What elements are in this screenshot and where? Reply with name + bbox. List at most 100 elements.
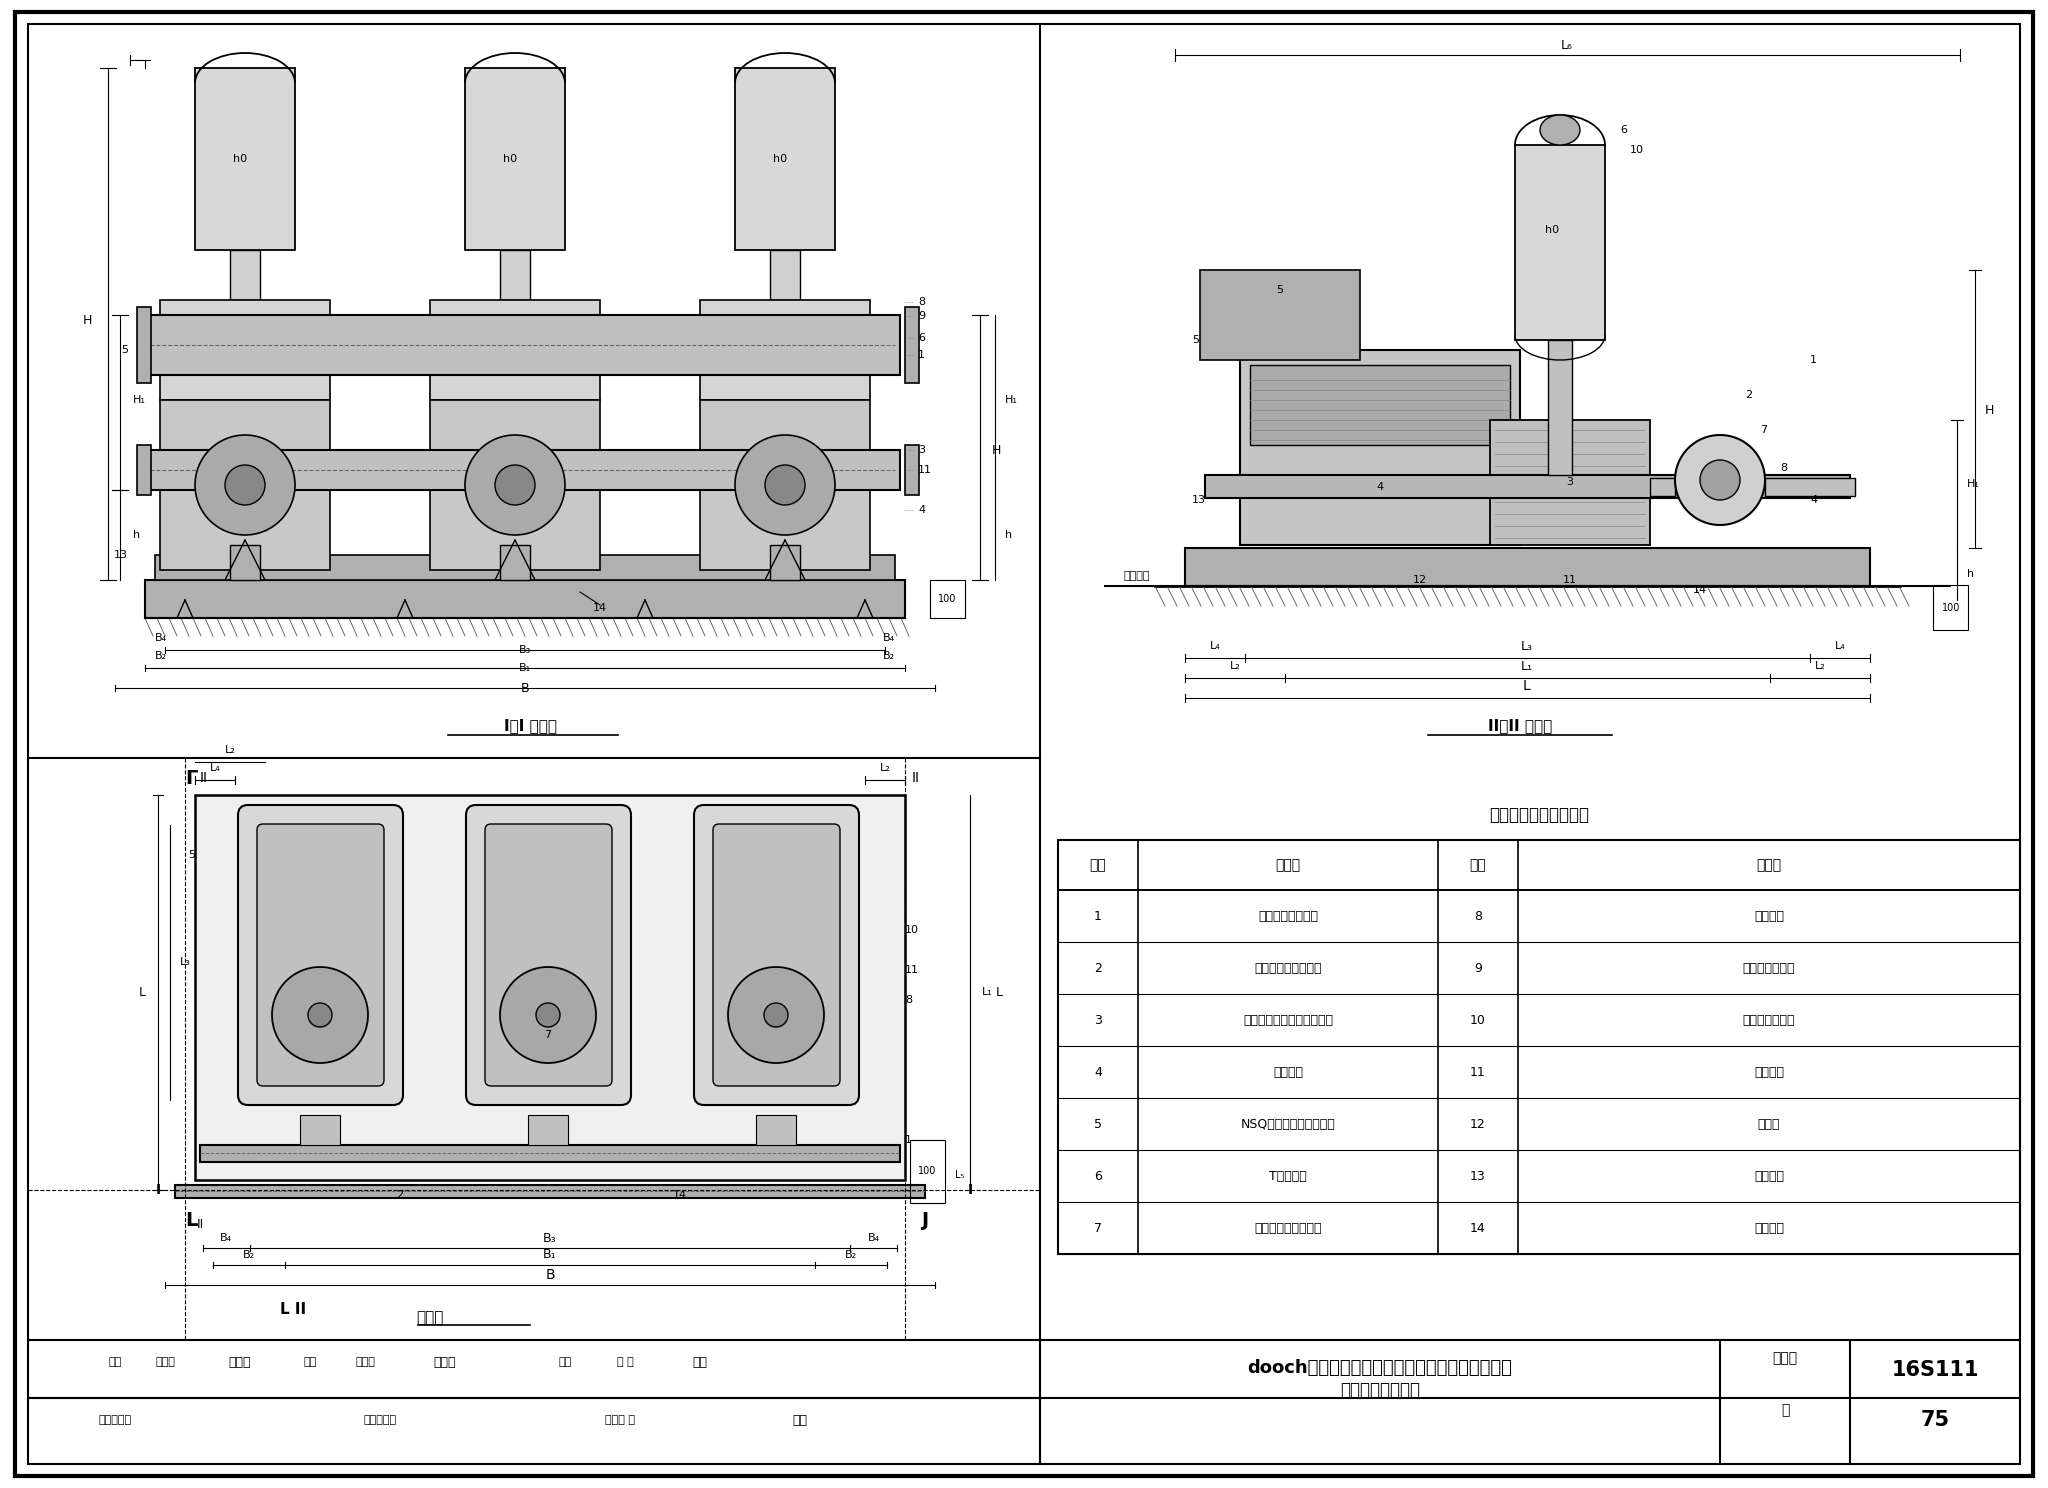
Bar (905, 445, 920, 496)
Bar (930, 580, 965, 618)
Text: B: B (545, 1268, 555, 1283)
Text: 4: 4 (1094, 1065, 1102, 1079)
Bar (160, 301, 330, 400)
Text: 膨胀螺栓: 膨胀螺栓 (1753, 1170, 1784, 1183)
Text: h: h (1006, 530, 1012, 540)
FancyBboxPatch shape (694, 805, 858, 1106)
Text: L: L (1524, 679, 1530, 693)
Bar (150, 315, 899, 375)
Bar (500, 545, 530, 580)
Text: 隔振垫: 隔振垫 (1757, 1117, 1780, 1131)
Ellipse shape (1540, 115, 1579, 144)
Text: 14: 14 (594, 603, 606, 613)
Ellipse shape (465, 434, 565, 536)
Bar (299, 1115, 340, 1144)
Bar (195, 68, 295, 250)
FancyBboxPatch shape (485, 824, 612, 1086)
Text: 4: 4 (1810, 496, 1817, 504)
Text: 审核罗定元: 审核罗定元 (98, 1415, 131, 1426)
Bar (145, 580, 905, 618)
Text: 泵房地面: 泵房地面 (1124, 571, 1151, 580)
Ellipse shape (727, 967, 823, 1062)
Ellipse shape (1675, 434, 1765, 525)
Text: L₂: L₂ (881, 763, 891, 772)
Bar (1548, 339, 1573, 475)
Text: h0: h0 (772, 153, 786, 164)
Text: 2: 2 (1094, 961, 1102, 975)
Text: I: I (156, 1183, 160, 1196)
Text: 11: 11 (1470, 1065, 1487, 1079)
Text: dooch系列微型全变频恒压供水设备外形及安装图: dooch系列微型全变频恒压供水设备外形及安装图 (1247, 1359, 1511, 1376)
Bar (770, 545, 801, 580)
FancyBboxPatch shape (713, 824, 840, 1086)
Text: 100: 100 (938, 594, 956, 604)
Text: 页: 页 (1782, 1403, 1790, 1417)
FancyBboxPatch shape (238, 805, 403, 1106)
Ellipse shape (225, 464, 264, 504)
Bar (500, 250, 530, 301)
Ellipse shape (496, 464, 535, 504)
Bar (700, 301, 870, 400)
Bar (201, 1144, 899, 1162)
FancyBboxPatch shape (256, 824, 385, 1086)
Bar (229, 250, 260, 301)
Text: 5: 5 (121, 345, 129, 356)
Text: 吴 敏: 吴 敏 (616, 1357, 633, 1367)
Bar (756, 1115, 797, 1144)
Text: L₁: L₁ (981, 987, 993, 997)
Bar (735, 68, 836, 250)
Text: B₄: B₄ (156, 632, 168, 643)
Text: H: H (991, 443, 1001, 457)
Bar (905, 307, 920, 382)
Text: 吸水管阀门（球阀）: 吸水管阀门（球阀） (1253, 961, 1321, 975)
Bar (1059, 841, 2019, 890)
Text: 11: 11 (905, 966, 920, 975)
Text: 校对: 校对 (303, 1357, 317, 1367)
Text: B: B (520, 682, 528, 695)
Text: L₄: L₄ (1835, 641, 1845, 652)
Text: 吴双林: 吴双林 (434, 1356, 457, 1369)
Text: 图集号: 图集号 (1772, 1351, 1798, 1364)
Text: 10: 10 (1470, 1013, 1487, 1027)
Ellipse shape (272, 967, 369, 1062)
Text: （两用一备泵组）: （两用一备泵组） (1339, 1381, 1419, 1399)
Bar (156, 555, 895, 580)
Text: 设备基础: 设备基础 (1753, 1222, 1784, 1235)
Text: 8: 8 (1475, 909, 1483, 923)
Text: II－II 剖视图: II－II 剖视图 (1489, 719, 1552, 734)
Ellipse shape (537, 1003, 559, 1027)
Text: 6: 6 (1094, 1170, 1102, 1183)
Ellipse shape (307, 1003, 332, 1027)
Bar (700, 400, 870, 570)
Text: Γ: Γ (184, 768, 197, 787)
Text: 校对吴海林: 校对吴海林 (362, 1415, 397, 1426)
Text: 罗定之: 罗定之 (229, 1356, 252, 1369)
Text: 设计: 设计 (559, 1357, 571, 1367)
Text: II: II (197, 1219, 205, 1232)
Text: H: H (82, 314, 92, 326)
Bar (909, 1140, 944, 1202)
Bar (1239, 350, 1520, 545)
Text: 7: 7 (1094, 1222, 1102, 1235)
Text: 13: 13 (115, 551, 129, 559)
Text: J: J (922, 1211, 928, 1229)
Text: L₁: L₁ (1522, 659, 1534, 673)
Text: L₅: L₅ (954, 1170, 965, 1180)
Text: 设备底座: 设备底座 (1753, 1065, 1784, 1079)
Text: L₄: L₄ (209, 763, 221, 772)
Text: 3: 3 (545, 1004, 551, 1015)
Bar (1933, 585, 1968, 629)
Text: 出水管阀门（球阀）: 出水管阀门（球阀） (1253, 1222, 1321, 1235)
Text: 4: 4 (1376, 482, 1384, 493)
Bar (1651, 478, 1675, 496)
Text: L₂: L₂ (225, 745, 236, 754)
Ellipse shape (500, 967, 596, 1062)
Text: L₃: L₃ (180, 957, 190, 967)
Text: L: L (184, 1211, 197, 1229)
Text: 设计吴 敏: 设计吴 敏 (604, 1415, 635, 1426)
Bar (430, 301, 600, 400)
Bar (1186, 548, 1870, 586)
Ellipse shape (1700, 460, 1741, 500)
Bar (1249, 365, 1509, 445)
Text: 2: 2 (1745, 390, 1753, 400)
